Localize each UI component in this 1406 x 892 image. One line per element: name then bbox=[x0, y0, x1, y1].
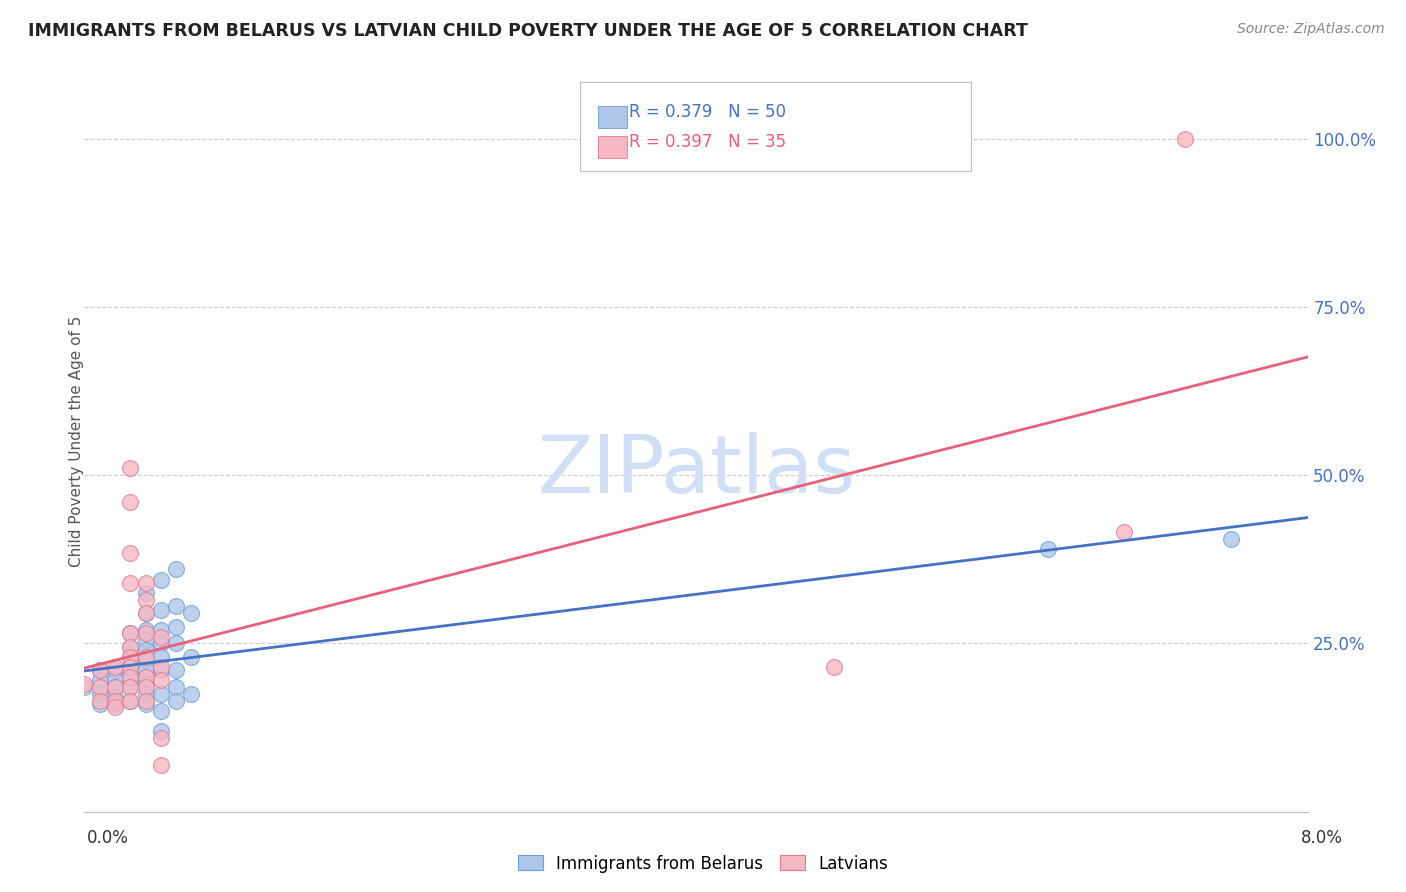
Point bbox=[135, 592, 157, 607]
Point bbox=[149, 636, 172, 650]
Point bbox=[135, 670, 157, 684]
Point bbox=[165, 636, 187, 650]
Point bbox=[149, 664, 172, 678]
Point bbox=[149, 687, 172, 701]
Point bbox=[149, 704, 172, 718]
Point bbox=[180, 687, 202, 701]
Point bbox=[1114, 525, 1136, 540]
Point bbox=[135, 623, 157, 637]
Point bbox=[149, 757, 172, 772]
Point bbox=[1174, 131, 1197, 145]
Text: Source: ZipAtlas.com: Source: ZipAtlas.com bbox=[1237, 22, 1385, 37]
Point bbox=[135, 697, 157, 711]
Point bbox=[73, 680, 96, 694]
Point bbox=[149, 723, 172, 738]
Point bbox=[180, 606, 202, 620]
Point bbox=[120, 670, 142, 684]
Point bbox=[165, 599, 187, 614]
Point bbox=[89, 687, 111, 701]
Point bbox=[104, 660, 127, 674]
FancyBboxPatch shape bbox=[598, 106, 627, 128]
Point bbox=[165, 664, 187, 678]
Point bbox=[135, 670, 157, 684]
Point bbox=[89, 664, 111, 678]
Point bbox=[120, 461, 142, 475]
Point bbox=[120, 680, 142, 694]
Point bbox=[149, 649, 172, 664]
Point bbox=[149, 623, 172, 637]
Point bbox=[104, 673, 127, 688]
FancyBboxPatch shape bbox=[598, 136, 627, 158]
Point bbox=[73, 677, 96, 691]
Point bbox=[104, 690, 127, 705]
Point bbox=[104, 697, 127, 711]
Point bbox=[149, 673, 172, 688]
Point bbox=[135, 643, 157, 657]
Point bbox=[89, 664, 111, 678]
Point bbox=[120, 673, 142, 688]
Point bbox=[120, 660, 142, 674]
Point bbox=[104, 700, 127, 714]
Point bbox=[120, 546, 142, 560]
Point bbox=[180, 649, 202, 664]
Text: R = 0.379   N = 50: R = 0.379 N = 50 bbox=[628, 103, 786, 121]
Point bbox=[120, 640, 142, 654]
Point bbox=[149, 630, 172, 644]
Point bbox=[135, 606, 157, 620]
Point bbox=[1036, 542, 1059, 557]
Point bbox=[165, 619, 187, 633]
Point bbox=[149, 731, 172, 745]
Text: R = 0.397   N = 35: R = 0.397 N = 35 bbox=[628, 133, 786, 151]
Point bbox=[823, 660, 845, 674]
Point bbox=[135, 694, 157, 708]
Point bbox=[135, 633, 157, 648]
Text: ZIPatlas: ZIPatlas bbox=[537, 432, 855, 510]
Point bbox=[89, 673, 111, 688]
Point bbox=[165, 562, 187, 576]
Point bbox=[135, 606, 157, 620]
Point bbox=[1220, 532, 1243, 546]
Legend: Immigrants from Belarus, Latvians: Immigrants from Belarus, Latvians bbox=[512, 848, 894, 880]
Point bbox=[120, 626, 142, 640]
Point bbox=[120, 495, 142, 509]
Point bbox=[120, 694, 142, 708]
Point bbox=[135, 687, 157, 701]
Point bbox=[120, 640, 142, 654]
Text: 8.0%: 8.0% bbox=[1301, 829, 1343, 847]
Point bbox=[89, 694, 111, 708]
Point bbox=[120, 660, 142, 674]
Point bbox=[120, 649, 142, 664]
Point bbox=[120, 694, 142, 708]
Point bbox=[89, 697, 111, 711]
Point bbox=[149, 660, 172, 674]
Point bbox=[135, 575, 157, 590]
Point bbox=[135, 626, 157, 640]
Point bbox=[104, 694, 127, 708]
Point bbox=[120, 575, 142, 590]
Point bbox=[165, 694, 187, 708]
Point bbox=[135, 586, 157, 600]
Point bbox=[135, 677, 157, 691]
Y-axis label: Child Poverty Under the Age of 5: Child Poverty Under the Age of 5 bbox=[69, 316, 83, 567]
Point bbox=[135, 653, 157, 667]
Point bbox=[135, 680, 157, 694]
FancyBboxPatch shape bbox=[579, 82, 972, 171]
Text: 0.0%: 0.0% bbox=[87, 829, 129, 847]
Point bbox=[149, 573, 172, 587]
Point bbox=[149, 603, 172, 617]
Point bbox=[165, 680, 187, 694]
Point bbox=[120, 649, 142, 664]
Point bbox=[120, 626, 142, 640]
Point bbox=[104, 680, 127, 694]
Text: IMMIGRANTS FROM BELARUS VS LATVIAN CHILD POVERTY UNDER THE AGE OF 5 CORRELATION : IMMIGRANTS FROM BELARUS VS LATVIAN CHILD… bbox=[28, 22, 1028, 40]
Point bbox=[104, 680, 127, 694]
Point bbox=[120, 680, 142, 694]
Point bbox=[135, 664, 157, 678]
Point bbox=[135, 649, 157, 664]
Point bbox=[120, 666, 142, 681]
Point bbox=[89, 680, 111, 694]
Point bbox=[104, 664, 127, 678]
